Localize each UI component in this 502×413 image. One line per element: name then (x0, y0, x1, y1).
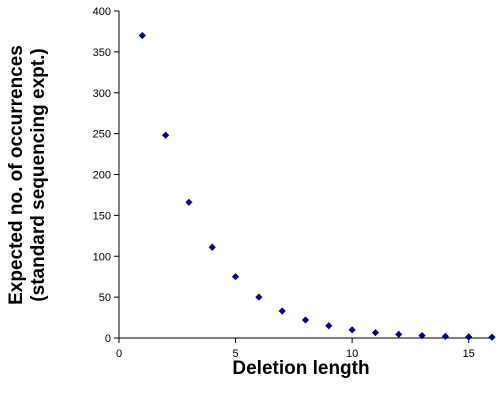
data-point (371, 329, 380, 337)
data-point (488, 333, 496, 341)
data-point (231, 273, 240, 281)
data-point (325, 322, 333, 330)
y-ticks: 0 50 100 150 200 250 300 350 400 (93, 6, 119, 345)
y-tick-label: 350 (93, 47, 111, 59)
data-point (465, 333, 473, 341)
x-axis-title: Deletion length (232, 358, 369, 379)
data-point (395, 330, 403, 338)
y-tick-label: 150 (93, 210, 111, 222)
y-tick-label: 400 (93, 6, 111, 18)
y-tick-label: 50 (99, 292, 111, 304)
data-point (185, 198, 193, 206)
x-tick-label: 15 (463, 348, 475, 360)
data-point (278, 307, 286, 315)
data-point (348, 326, 356, 334)
x-tick-label: 10 (346, 348, 358, 360)
data-point (208, 243, 216, 251)
y-tick-label: 250 (93, 129, 111, 141)
y-tick-label: 300 (93, 88, 111, 100)
y-tick-label: 200 (93, 170, 111, 182)
x-tick-label: 5 (233, 348, 239, 360)
y-axis-title-line1: Expected no. of occurrences (6, 45, 27, 305)
data-point (162, 131, 170, 139)
y-tick-label: 100 (93, 251, 111, 263)
data-points (138, 31, 496, 341)
x-ticks: 0 5 10 15 (116, 338, 475, 360)
data-point (255, 293, 263, 301)
y-axis-title: Expected no. of occurrences (standard se… (6, 45, 49, 305)
y-tick-label: 0 (105, 333, 111, 345)
data-point (418, 331, 426, 340)
data-point (301, 316, 310, 324)
data-point (441, 332, 449, 340)
x-tick-label: 0 (116, 348, 122, 360)
y-axis-title-line2: (standard sequencing expt.) (28, 48, 49, 301)
axes (118, 11, 492, 339)
data-point (138, 31, 146, 40)
